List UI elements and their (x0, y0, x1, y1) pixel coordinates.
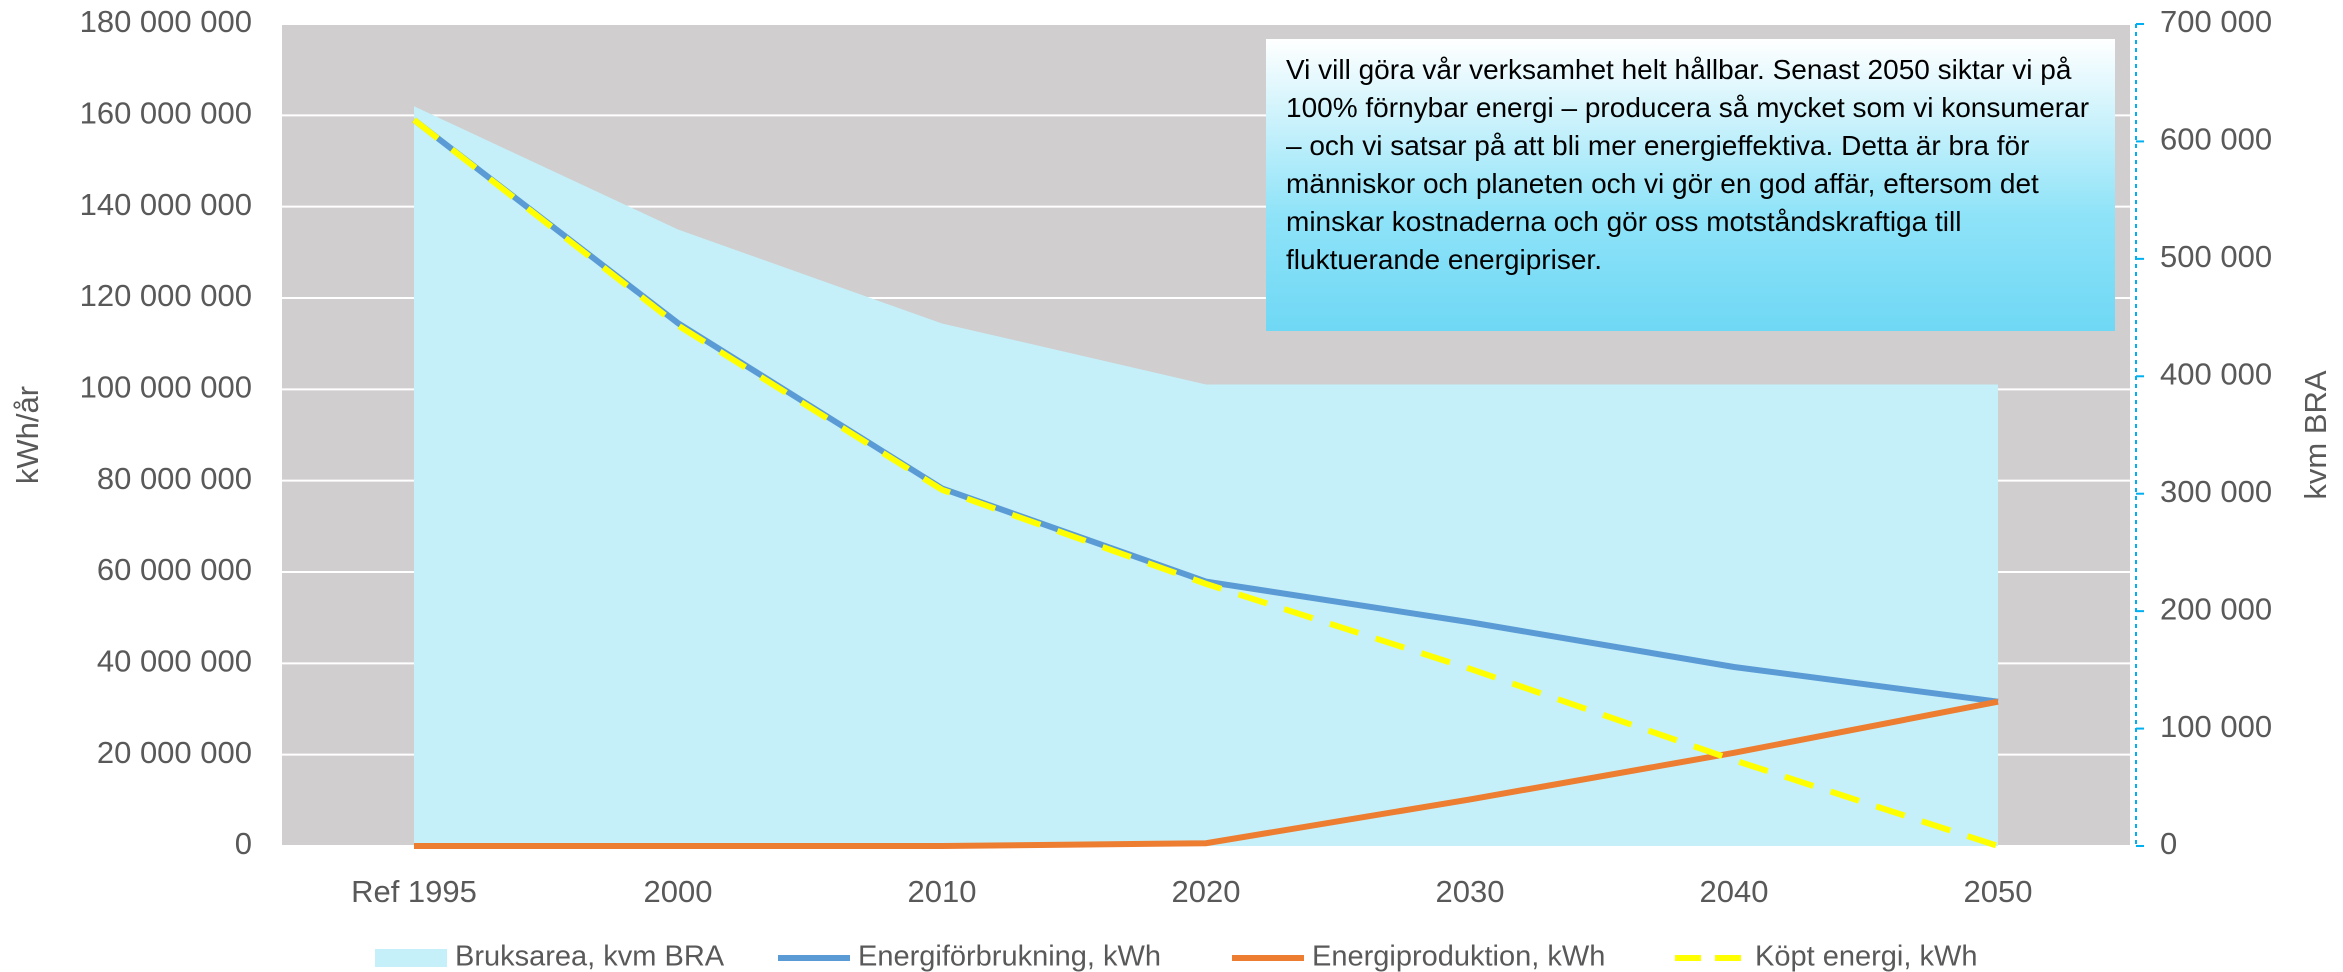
y2-tick-label: 0 (2160, 826, 2177, 861)
y2-tick-label: 600 000 (2160, 122, 2272, 157)
x-tick-label: 2020 (1172, 874, 1241, 909)
area (414, 106, 1998, 846)
x-tick-label: 2010 (908, 874, 977, 909)
legend-label: Bruksarea, kvm BRA (455, 941, 725, 972)
y-tick-label: 60 000 000 (97, 552, 252, 587)
y2-axis-label: kvm BRA (2298, 370, 2333, 500)
y2-tick-label: 400 000 (2160, 356, 2272, 391)
y-tick-label: 180 000 000 (80, 4, 252, 39)
x-tick-label: Ref 1995 (351, 874, 477, 909)
y2-tick-label: 100 000 (2160, 709, 2272, 744)
x-tick-label: 2000 (644, 874, 713, 909)
y2-tick-label: 700 000 (2160, 4, 2272, 39)
line (414, 698, 1999, 849)
annotation-box: Vi vill göra vår verksamhet helt hållbar… (1266, 39, 2115, 331)
y-tick-label: 40 000 000 (97, 644, 252, 679)
y-tick-label: 120 000 000 (80, 278, 252, 313)
y-tick-label: 140 000 000 (80, 187, 252, 222)
annotation: Vi vill göra vår verksamhet helt hållbar… (1266, 39, 2115, 331)
y-tick-label: 80 000 000 (97, 461, 252, 496)
y-tick-label: 160 000 000 (80, 96, 252, 131)
y2-tick-label: 300 000 (2160, 474, 2272, 509)
y2-tick-label: 200 000 (2160, 591, 2272, 626)
dashed-line (412, 117, 1999, 849)
y-tick-label: 100 000 000 (80, 370, 252, 405)
x-tick-label: 2050 (1964, 874, 2033, 909)
legend-swatch (375, 949, 447, 967)
y-tick-label: 0 (235, 826, 252, 861)
y-tick-label: 20 000 000 (97, 735, 252, 770)
y-axis-label: kWh/år (10, 386, 45, 484)
x-tick-label: 2030 (1436, 874, 1505, 909)
legend-label: Energiproduktion, kWh (1312, 941, 1605, 972)
x-tick-label: 2040 (1700, 874, 1769, 909)
legend-label: Köpt energi, kWh (1755, 941, 1977, 972)
legend-label: Energiförbrukning, kWh (858, 941, 1161, 972)
y2-tick-label: 500 000 (2160, 239, 2272, 274)
